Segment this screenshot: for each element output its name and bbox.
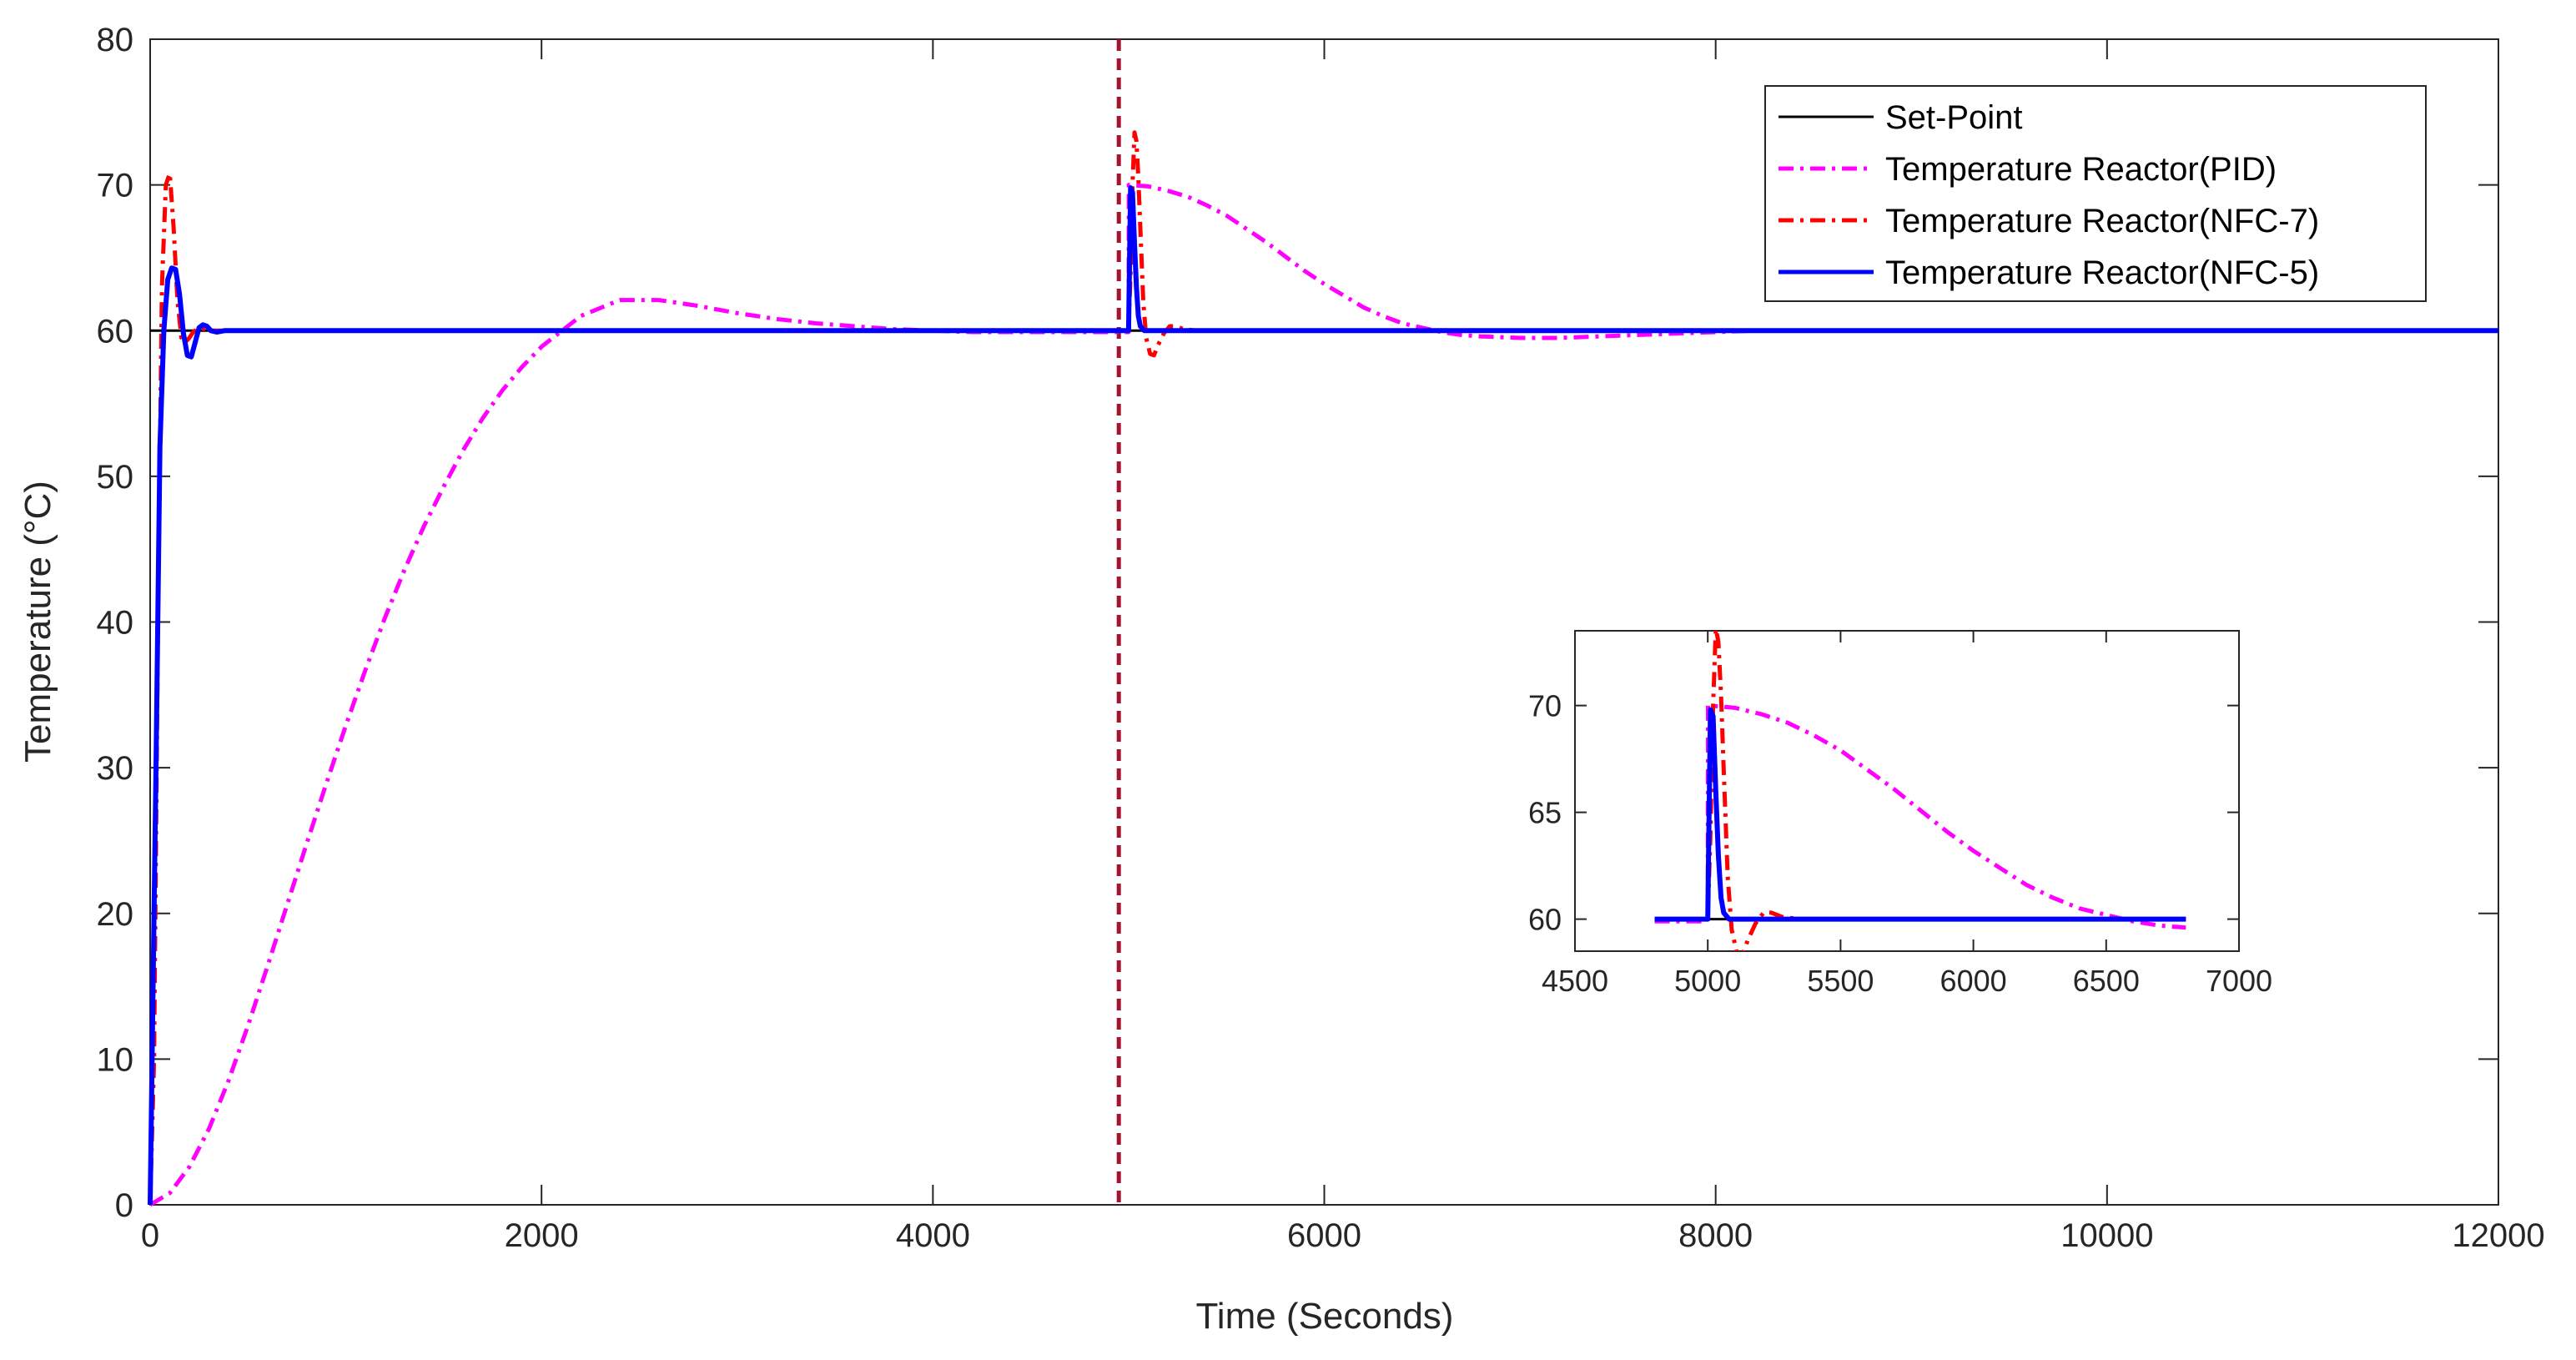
inset-series-group — [1654, 631, 2186, 951]
y-tick-label: 40 — [97, 605, 134, 642]
y-tick-label: 50 — [97, 459, 134, 496]
legend-label: Temperature Reactor(PID) — [1885, 151, 2277, 188]
legend-box — [1764, 85, 2427, 302]
inset-axis-ticks: 4500 5000 5500 6000 6500 7000 60 65 70 — [1528, 631, 2272, 998]
x-axis-title: Time (Seconds) — [1196, 1296, 1454, 1337]
inset-y-tick-label: 65 — [1528, 796, 1562, 830]
inset-plot-area: 4500 5000 5500 6000 6500 7000 60 65 70 — [1528, 630, 2272, 998]
inset-x-tick-label: 5000 — [1674, 964, 1741, 998]
series-line-temperature-reactor-nfc-5-inset — [1654, 707, 2186, 922]
y-tick-label: 20 — [97, 896, 134, 933]
series-line-temperature-reactor-pid — [148, 183, 2498, 1207]
x-tick-label: 8000 — [1678, 1217, 1753, 1254]
x-tick-label: 10000 — [2060, 1217, 2153, 1254]
x-tick-label: 6000 — [1287, 1217, 1361, 1254]
x-tick-label: 4000 — [896, 1217, 970, 1254]
inset-x-tick-label: 4500 — [1542, 964, 1608, 998]
x-tick-label: 0 — [141, 1217, 159, 1254]
y-tick-label: 80 — [97, 22, 134, 58]
inset-x-tick-label: 6500 — [2073, 964, 2140, 998]
y-tick-label: 30 — [97, 750, 134, 787]
inset-x-tick-label: 5500 — [1807, 964, 1874, 998]
main-axis-ticks: 0 2000 4000 6000 8000 10000 12000 0 10 20 30 40 50 60… — [97, 22, 2545, 1254]
y-tick-label: 60 — [97, 313, 134, 350]
legend: Set-Point Temperature Reactor(PID) Tempera… — [1764, 85, 2427, 302]
legend-label: Temperature Reactor(NFC-5) — [1885, 254, 2319, 291]
legend-label: Temperature Reactor(NFC-7) — [1885, 203, 2319, 239]
inset-y-tick-label: 60 — [1528, 903, 1562, 937]
series-line-temperature-reactor-nfc-7 — [148, 130, 2498, 1206]
y-tick-label: 70 — [97, 168, 134, 204]
y-tick-label: 0 — [115, 1187, 133, 1224]
series-line-temperature-reactor-nfc-5 — [148, 185, 2498, 1206]
y-axis-title: Temperature (°C) — [18, 481, 58, 763]
x-tick-label: 12000 — [2452, 1217, 2544, 1254]
y-tick-label: 10 — [97, 1041, 134, 1078]
legend-label: Set-Point — [1885, 99, 2023, 136]
series-line-temperature-reactor-pid-inset — [1654, 703, 2186, 930]
inset-x-tick-label: 6000 — [1940, 964, 2007, 998]
main-series-group — [148, 39, 2498, 1207]
legend-items: Set-Point Temperature Reactor(PID) Tempera… — [1779, 99, 2319, 291]
inset-x-tick-label: 7000 — [2206, 964, 2272, 998]
x-tick-label: 2000 — [505, 1217, 579, 1254]
inset-axes-box — [1574, 630, 2240, 952]
inset-y-tick-label: 70 — [1528, 689, 1562, 723]
